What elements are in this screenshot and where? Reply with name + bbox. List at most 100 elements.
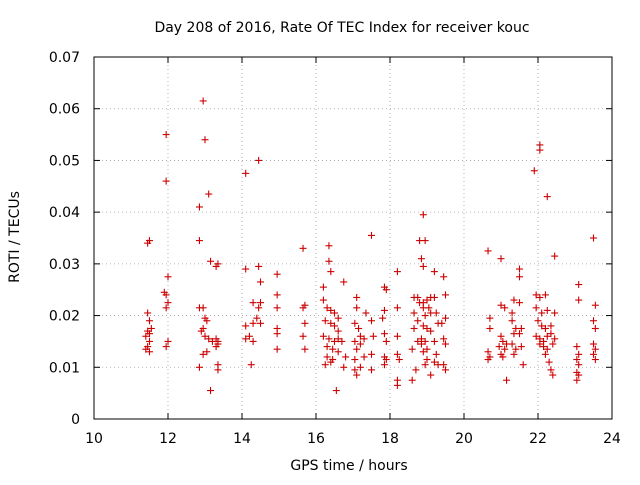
y-tick-label: 0.03 [49,257,80,273]
data-point [590,350,597,358]
x-tick-label: 12 [159,431,177,447]
data-point [591,345,599,353]
data-point [321,317,329,325]
data-point [334,348,342,356]
data-point [382,286,390,294]
data-point [319,296,327,304]
data-point [486,325,494,332]
data-point [430,293,438,301]
data-point [195,363,203,371]
data-point [417,255,425,263]
data-point [205,190,213,198]
data-point [573,356,581,364]
data-point [255,304,263,312]
data-point [368,350,375,358]
data-point [351,337,359,345]
data-point [353,345,361,353]
data-point [440,335,448,343]
x-tick-label: 24 [603,431,621,447]
data-point [273,330,281,338]
data-point [517,325,525,332]
data-point [323,304,331,312]
data-point [356,363,364,371]
data-point [368,231,375,239]
data-point [414,317,422,325]
data-point [360,353,368,361]
data-point [590,234,597,242]
data-point [408,376,416,384]
data-point [160,288,168,296]
data-point [591,325,599,332]
data-point [214,340,222,348]
x-axis-label: GPS time / hours [290,458,407,474]
data-point [547,330,555,338]
data-point [484,348,492,356]
data-point [430,337,438,345]
data-point [201,332,209,340]
data-point [323,343,331,351]
x-tick-label: 16 [307,431,325,447]
data-point [146,317,153,325]
data-point [379,314,387,322]
y-tick-label: 0.04 [49,205,80,221]
data-point [199,97,207,105]
data-point [516,273,523,281]
data-point [414,293,422,301]
data-point [301,319,309,327]
data-point [395,356,403,364]
data-point [162,343,170,351]
data-point [393,304,401,312]
data-point [547,322,555,330]
data-point [543,306,551,314]
data-point [146,237,153,245]
data-point [419,348,427,356]
data-point [327,306,335,314]
data-point [510,296,518,304]
data-point [331,322,338,330]
data-point [573,376,581,384]
data-point [332,387,340,395]
data-point [331,309,338,317]
x-tick-label: 18 [381,431,399,447]
data-point [575,350,583,358]
data-point [440,361,448,369]
data-point [516,265,523,273]
data-point [427,371,435,379]
data-point [162,131,170,139]
y-tick-label: 0.06 [49,102,80,118]
data-point [334,335,342,343]
data-points [142,97,599,395]
data-point [541,350,549,358]
data-point [144,309,152,317]
data-point [484,247,492,255]
data-point [549,371,557,379]
data-point [255,262,263,270]
data-point [340,278,348,286]
data-point [543,345,551,353]
data-point [257,319,264,327]
data-point [273,291,281,299]
data-point [442,340,449,348]
data-point [573,343,581,351]
data-point [242,169,250,177]
data-point [484,356,492,364]
data-point [242,322,250,330]
data-point [195,203,203,211]
data-point [195,237,203,245]
data-point [432,350,440,358]
data-point [362,309,370,317]
grid-lines [94,57,612,419]
data-point [591,301,599,309]
data-point [201,136,209,144]
data-point [412,366,420,374]
data-point [540,343,548,351]
data-point [351,366,359,374]
x-tick-label: 14 [233,431,251,447]
data-point [536,146,544,154]
data-point [442,366,449,374]
data-point [532,304,540,312]
data-point [497,255,505,263]
data-point [249,319,257,327]
